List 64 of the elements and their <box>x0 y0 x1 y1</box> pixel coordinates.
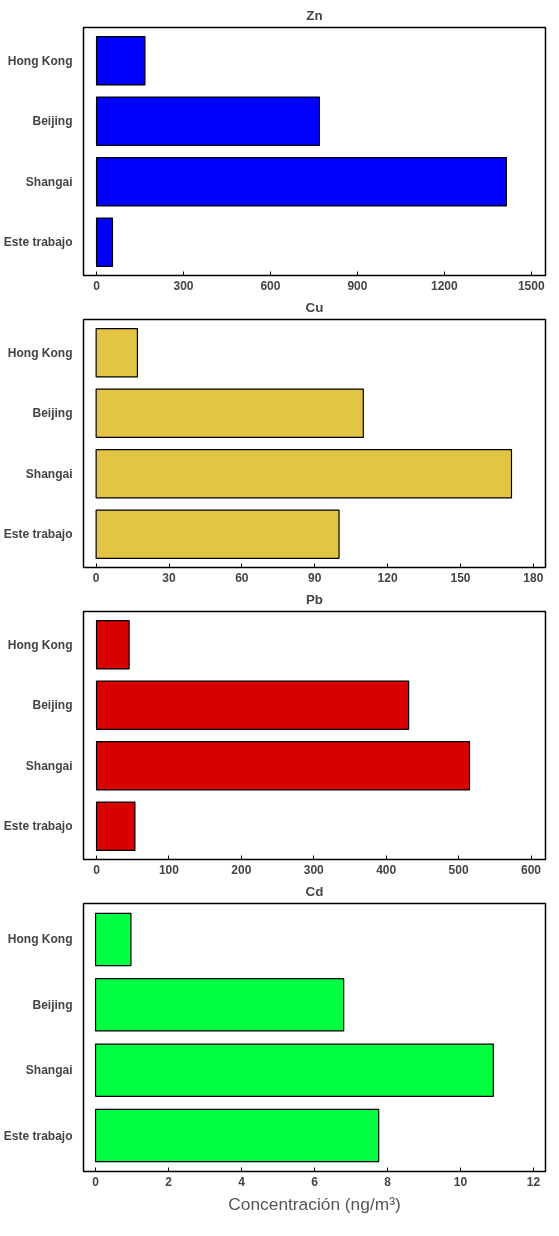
chart-title: Cu <box>305 299 324 315</box>
y-tick-label: Hong Kong <box>7 637 73 652</box>
x-tick-label: 600 <box>521 862 542 877</box>
y-tick-label: Beijing <box>32 997 73 1012</box>
x-tick-label: 60 <box>235 570 249 585</box>
x-tick-label: 4 <box>238 1174 246 1189</box>
x-tick-label: 150 <box>450 570 471 585</box>
y-tick-label: Shangai <box>25 758 73 773</box>
x-tick-label: 0 <box>93 862 101 877</box>
bar <box>95 327 139 378</box>
x-tick-label: 6 <box>311 1174 319 1189</box>
x-tick-label: 10 <box>453 1174 468 1189</box>
x-tick-label: 400 <box>376 862 397 877</box>
chart-title: Zn <box>306 7 323 23</box>
x-tick-label: 200 <box>231 862 252 877</box>
bar <box>95 35 146 86</box>
y-tick-label: Beijing <box>32 114 73 129</box>
bar <box>95 388 364 439</box>
bar <box>95 156 507 207</box>
x-tick-label: 600 <box>260 278 281 293</box>
x-tick-label: 1200 <box>431 278 459 293</box>
bar <box>95 217 114 268</box>
x-tick-label: 8 <box>384 1174 392 1189</box>
y-tick-label: Beijing <box>32 698 73 713</box>
x-tick-label: 500 <box>448 862 469 877</box>
bar <box>95 509 340 560</box>
y-tick-label: Este trabajo <box>3 1128 73 1143</box>
y-tick-label: Este trabajo <box>3 235 73 250</box>
x-tick-label: 2 <box>165 1174 173 1189</box>
x-tick-label: 0 <box>92 570 100 585</box>
x-tick-label: 0 <box>93 278 101 293</box>
bar <box>95 801 136 852</box>
chart-title: Cd <box>305 883 324 899</box>
y-tick-label: Hong Kong <box>7 53 73 68</box>
x-tick-label: 900 <box>347 278 368 293</box>
bar <box>95 619 130 670</box>
y-tick-label: Beijing <box>32 406 73 421</box>
x-tick-label: 12 <box>526 1174 541 1189</box>
x-tick-label: 90 <box>308 570 322 585</box>
y-tick-label: Shangai <box>25 174 73 189</box>
x-tick-label: 100 <box>158 862 180 877</box>
bar <box>95 96 321 147</box>
x-tick-label: 300 <box>173 278 194 293</box>
y-tick-label: Hong Kong <box>7 932 73 947</box>
bar <box>95 680 410 731</box>
x-tick-label: 30 <box>162 570 176 585</box>
y-tick-label: Este trabajo <box>3 819 73 834</box>
y-tick-label: Shangai <box>25 466 73 481</box>
y-tick-label: Shangai <box>25 1063 73 1078</box>
bar <box>95 448 513 499</box>
bar <box>95 740 471 791</box>
y-tick-label: Este trabajo <box>3 527 73 542</box>
x-tick-label: 0 <box>92 1174 100 1189</box>
x-tick-label: 300 <box>303 862 325 877</box>
bar <box>94 912 132 967</box>
bar <box>94 978 345 1032</box>
x-axis-title: Concentración (ng/m³) <box>228 1193 401 1214</box>
x-tick-label: 180 <box>523 570 544 585</box>
y-tick-label: Hong Kong <box>7 345 73 360</box>
chart-title: Pb <box>305 591 324 607</box>
x-tick-label: 1500 <box>517 278 545 293</box>
bar <box>94 1043 494 1097</box>
x-tick-label: 120 <box>377 570 398 585</box>
bar <box>94 1108 380 1163</box>
